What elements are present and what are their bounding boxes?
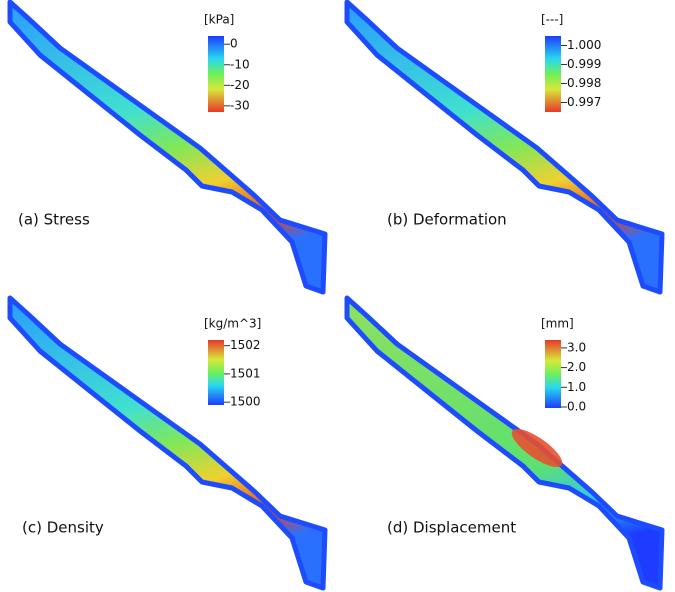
colorbar-tick-label: 1502 [230,338,261,352]
caption: (d) Displacement [387,519,516,537]
panel: (c) Density [kg/m^3] 1502 1501 1500 [7,295,328,591]
colorbar [545,340,561,408]
colorbar-tick-label: 2.0 [567,360,586,374]
colorbar-tick-label: 1501 [230,366,261,380]
slope-field [344,0,665,295]
panel: (b) Deformation [---] 1.000 0.999 0.998 0.997 [344,0,665,295]
colorbar-unit: [kg/m^3] [204,317,261,331]
panel: (a) Stress [kPa] 0 -10 -20 -30 [7,0,328,295]
colorbar-tick-label: 0.999 [567,57,601,71]
caption: (a) Stress [18,211,90,229]
displacement-peak [511,428,563,468]
colorbar-tick-label: 3.0 [567,340,586,354]
caption: (c) Density [22,519,104,537]
slope-field [344,295,665,591]
colorbar-unit: [---] [541,13,563,27]
caption: (b) Deformation [387,211,507,229]
colorbar [208,340,224,405]
colorbar-unit: [kPa] [204,13,234,27]
colorbar-tick-label: -30 [230,98,250,112]
panel: (d) Displacement [mm] 3.0 2.0 1.0 0.0 [344,295,665,591]
colorbar-tick-label: 1.000 [567,38,601,52]
colorbar-unit: [mm] [541,317,574,331]
colorbar-tick-label: 0.998 [567,76,601,90]
colorbar-tick-label: -10 [230,57,250,71]
colorbar-tick-label: 1500 [230,395,261,409]
colorbar-tick-label: 0.0 [567,400,586,414]
colorbar-tick-label: 1.0 [567,380,586,394]
colorbar [208,36,224,112]
slope-field [7,0,328,295]
colorbar [545,36,561,112]
colorbar-tick-label: 0 [230,37,238,51]
colorbar-tick-label: 0.997 [567,95,601,109]
colorbar-tick-label: -20 [230,78,250,92]
slope-field [7,295,328,591]
